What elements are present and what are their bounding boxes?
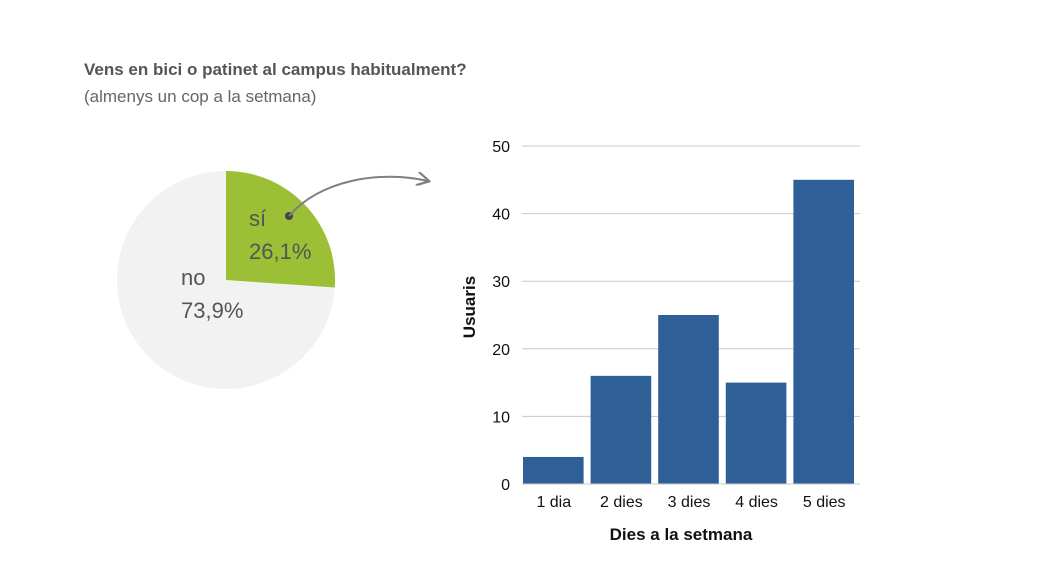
pie-slice-no [117, 171, 335, 389]
pie-label-si: sí [249, 206, 266, 231]
y-axis-label: Usuaris [460, 276, 479, 338]
x-tick-label: 2 dies [600, 494, 643, 511]
bar-y-ticks: 0 10 20 30 40 50 [492, 139, 510, 494]
x-tick-label: 3 dies [668, 494, 711, 511]
y-tick-label: 40 [492, 207, 510, 224]
y-tick-label: 10 [492, 409, 510, 426]
connector-arrow [285, 177, 428, 220]
bar-3 [658, 315, 719, 484]
bar-2 [590, 375, 652, 484]
bar-1 [523, 456, 584, 484]
y-tick-label: 30 [492, 274, 510, 291]
bar-4 [725, 382, 787, 484]
bar-chart: 0 10 20 30 40 50 1 dia 2 dies 3 dies 4 dies 5 die… [460, 139, 860, 544]
pie-value-no: 73,9% [181, 298, 243, 323]
pie-value-si: 26,1% [249, 239, 311, 264]
connector-curve [288, 177, 428, 217]
bar-5 [793, 179, 854, 485]
y-tick-label: 0 [501, 477, 510, 494]
x-tick-label: 4 dies [735, 494, 778, 511]
y-tick-label: 50 [492, 139, 510, 156]
bar-x-ticks: 1 dia 2 dies 3 dies 4 dies 5 dies [536, 494, 845, 511]
bar-bars [523, 179, 854, 485]
y-tick-label: 20 [492, 342, 510, 359]
x-tick-label: 5 dies [803, 494, 846, 511]
pie-chart: sí 26,1% no 73,9% [117, 171, 336, 389]
pie-slice-si [226, 171, 336, 288]
x-tick-label: 1 dia [536, 494, 571, 511]
pie-label-no: no [181, 265, 205, 290]
x-axis-label: Dies a la setmana [610, 525, 753, 544]
chart-title: Vens en bici o patinet al campus habitua… [84, 60, 467, 79]
chart-subtitle: (almenys un cop a la setmana) [84, 87, 317, 106]
